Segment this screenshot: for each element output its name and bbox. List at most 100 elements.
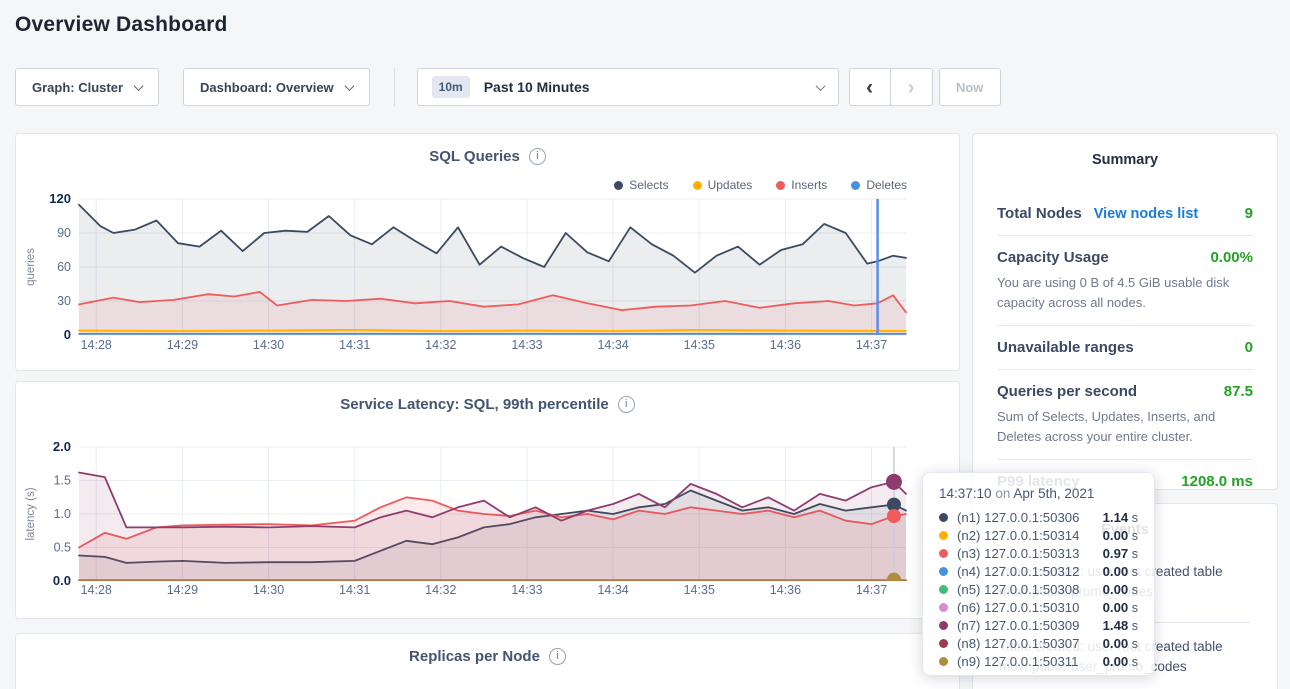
time-next-button[interactable]: › xyxy=(891,69,932,105)
graph-dropdown-label: Graph: Cluster xyxy=(32,80,123,95)
total-nodes-value: 9 xyxy=(1245,205,1253,222)
svg-text:14:33: 14:33 xyxy=(511,583,542,597)
node-color-dot-icon xyxy=(939,585,948,594)
unavailable-ranges-label: Unavailable ranges xyxy=(997,339,1134,356)
capacity-usage-value: 0.00% xyxy=(1210,249,1253,266)
node-color-dot-icon xyxy=(939,567,948,576)
service-latency-card: Service Latency: SQL, 99th percentile i … xyxy=(15,381,960,619)
svg-text:14:32: 14:32 xyxy=(425,583,456,597)
summary-unavailable-section: Unavailable ranges 0 xyxy=(997,325,1253,369)
qps-value: 87.5 xyxy=(1224,383,1253,400)
legend-dot-icon xyxy=(614,181,623,190)
node-color-dot-icon xyxy=(939,657,948,666)
svg-text:1.0: 1.0 xyxy=(54,507,71,521)
time-range-label: Past 10 Minutes xyxy=(484,79,590,95)
time-range-picker[interactable]: 10m Past 10 Minutes xyxy=(417,68,839,106)
svg-text:90: 90 xyxy=(57,226,71,240)
svg-text:14:31: 14:31 xyxy=(339,583,370,597)
svg-text:0.0: 0.0 xyxy=(53,573,71,588)
node-color-dot-icon xyxy=(939,603,948,612)
svg-text:queries: queries xyxy=(25,248,37,286)
svg-text:60: 60 xyxy=(57,260,71,274)
toolbar: Graph: Cluster Dashboard: Overview 10m P… xyxy=(15,68,1001,106)
svg-text:14:32: 14:32 xyxy=(425,338,456,352)
graph-dropdown[interactable]: Graph: Cluster xyxy=(15,68,159,106)
sql-queries-chart[interactable]: 0 30 60 90 120 14:28 14:29 14:30 14:31 14:32 14:33… xyxy=(16,191,961,363)
svg-text:14:35: 14:35 xyxy=(684,338,715,352)
tooltip-node-row: (n5) 127.0.0.1:503080.00 s xyxy=(939,580,1138,598)
svg-text:14:36: 14:36 xyxy=(770,338,801,352)
svg-text:14:28: 14:28 xyxy=(81,338,112,352)
tooltip-timestamp: 14:37:10 on Apr 5th, 2021 xyxy=(939,486,1138,501)
dashboard-dropdown[interactable]: Dashboard: Overview xyxy=(183,68,370,106)
summary-total-nodes-section: Total Nodes View nodes list 9 xyxy=(997,192,1253,235)
node-color-dot-icon xyxy=(939,621,948,630)
capacity-usage-label: Capacity Usage xyxy=(997,249,1109,266)
svg-text:14:29: 14:29 xyxy=(167,338,198,352)
info-icon[interactable]: i xyxy=(618,396,635,413)
node-color-dot-icon xyxy=(939,549,948,558)
svg-text:14:30: 14:30 xyxy=(253,583,284,597)
capacity-usage-desc: You are using 0 B of 4.5 GiB usable disk… xyxy=(997,273,1253,312)
qps-desc: Sum of Selects, Updates, Inserts, and De… xyxy=(997,407,1253,446)
tooltip-node-row: (n2) 127.0.0.1:503140.00 s xyxy=(939,526,1138,544)
service-latency-chart[interactable]: 0.00.51.01.52.014:2814:2914:3014:3114:32… xyxy=(16,437,961,609)
svg-text:14:33: 14:33 xyxy=(511,338,542,352)
p99-latency-value: 1208.0 ms xyxy=(1181,473,1253,490)
sql-queries-legend: Selects Updates Inserts Deletes xyxy=(614,178,907,192)
svg-text:30: 30 xyxy=(57,294,71,308)
svg-text:latency (s): latency (s) xyxy=(25,487,37,540)
legend-dot-icon xyxy=(693,181,702,190)
legend-dot-icon xyxy=(851,181,860,190)
info-icon[interactable]: i xyxy=(529,148,546,165)
tooltip-node-row: (n4) 127.0.0.1:503120.00 s xyxy=(939,562,1138,580)
unavailable-ranges-value: 0 xyxy=(1245,339,1253,356)
tooltip-node-row: (n7) 127.0.0.1:503091.48 s xyxy=(939,616,1138,634)
svg-text:120: 120 xyxy=(49,191,71,206)
legend-item-selects: Selects xyxy=(614,178,668,192)
svg-text:14:30: 14:30 xyxy=(253,338,284,352)
qps-label: Queries per second xyxy=(997,383,1137,400)
summary-capacity-section: Capacity Usage 0.00% You are using 0 B o… xyxy=(997,235,1253,325)
now-button[interactable]: Now xyxy=(939,68,1001,106)
page-title: Overview Dashboard xyxy=(15,13,228,37)
legend-item-updates: Updates xyxy=(693,178,753,192)
replicas-per-node-card: Replicas per Node i xyxy=(15,633,960,689)
toolbar-divider xyxy=(394,68,395,106)
node-color-dot-icon xyxy=(939,531,948,540)
svg-text:14:31: 14:31 xyxy=(339,338,370,352)
svg-text:14:36: 14:36 xyxy=(770,583,801,597)
view-nodes-list-link[interactable]: View nodes list xyxy=(1094,206,1199,222)
time-prev-button[interactable]: ‹ xyxy=(850,69,891,105)
svg-text:14:28: 14:28 xyxy=(81,583,112,597)
info-icon[interactable]: i xyxy=(549,648,566,665)
replicas-per-node-title: Replicas per Node xyxy=(409,648,540,665)
legend-dot-icon xyxy=(776,181,785,190)
svg-text:14:34: 14:34 xyxy=(597,583,628,597)
svg-text:14:35: 14:35 xyxy=(684,583,715,597)
svg-text:0.5: 0.5 xyxy=(54,541,71,555)
chevron-down-icon xyxy=(815,81,825,91)
summary-title: Summary xyxy=(997,152,1253,168)
dashboard-dropdown-label: Dashboard: Overview xyxy=(200,80,334,95)
svg-text:14:37: 14:37 xyxy=(856,583,887,597)
tooltip-node-row: (n9) 127.0.0.1:503110.00 s xyxy=(939,652,1138,670)
tooltip-node-row: (n6) 127.0.0.1:503100.00 s xyxy=(939,598,1138,616)
time-range-badge: 10m xyxy=(432,76,470,98)
sql-queries-card: SQL Queries i SelectsUpdatesInsertsDelet… xyxy=(15,133,960,371)
tooltip-node-row: (n1) 127.0.0.1:503061.14 s xyxy=(939,508,1138,526)
total-nodes-label: Total Nodes xyxy=(997,205,1082,222)
summary-panel: Summary Total Nodes View nodes list 9 Ca… xyxy=(972,133,1278,490)
tooltip-node-row: (n3) 127.0.0.1:503130.97 s xyxy=(939,544,1138,562)
legend-item-inserts: Inserts xyxy=(776,178,827,192)
overview-dashboard-page: Overview Dashboard Graph: Cluster Dashbo… xyxy=(0,0,1290,689)
legend-item-deletes: Deletes xyxy=(851,178,907,192)
svg-text:0: 0 xyxy=(64,327,71,342)
chevron-down-icon xyxy=(134,81,144,91)
service-latency-title: Service Latency: SQL, 99th percentile xyxy=(340,396,608,413)
summary-qps-section: Queries per second 87.5 Sum of Selects, … xyxy=(997,369,1253,459)
time-nav-group: ‹ › xyxy=(849,68,933,106)
chart-hover-tooltip: 14:37:10 on Apr 5th, 2021 (n1) 127.0.0.1… xyxy=(922,472,1155,676)
node-color-dot-icon xyxy=(939,639,948,648)
tooltip-node-row: (n8) 127.0.0.1:503070.00 s xyxy=(939,634,1138,652)
